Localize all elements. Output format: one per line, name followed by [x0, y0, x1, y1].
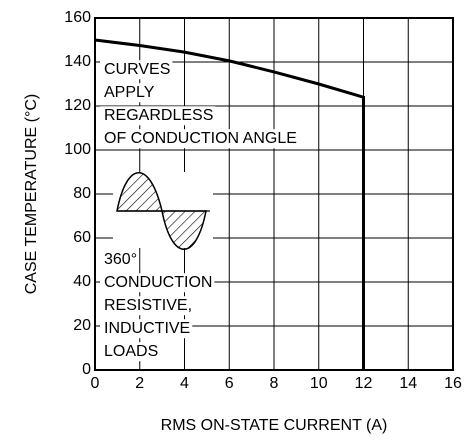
- annotations: CURVES APPLY REGARDLESS OF CONDUCTION ANGLE…: [100, 60, 299, 362]
- y-tick-label: 100: [64, 141, 91, 158]
- x-tick-label: 6: [225, 375, 234, 392]
- annotation: CURVES: [104, 61, 170, 78]
- annotation: RESISTIVE,: [104, 297, 192, 314]
- annotation-background: [100, 319, 193, 339]
- annotation-background: [100, 83, 157, 103]
- annotation-background: [100, 129, 299, 149]
- sine-negative: [161, 210, 207, 250]
- x-tick-label: 10: [310, 375, 328, 392]
- y-tick-label: 120: [64, 97, 91, 114]
- sine-positive: [116, 172, 163, 212]
- x-axis-label: RMS ON-STATE CURRENT (A): [161, 417, 388, 434]
- x-tick-label: 12: [355, 375, 373, 392]
- annotation: CONDUCTION: [104, 274, 212, 291]
- annotation-background: [100, 106, 216, 126]
- x-tick-label: 14: [399, 375, 417, 392]
- y-tick-label: 0: [82, 361, 91, 378]
- y-tick-label: 20: [73, 317, 91, 334]
- curve: [94, 38, 365, 370]
- annotation: INDUCTIVE: [104, 320, 190, 337]
- annotation: REGARDLESS: [104, 107, 213, 124]
- annotation-background: [100, 342, 161, 362]
- annotation-background: [100, 250, 140, 270]
- data: [94, 38, 365, 370]
- annotation: 360°: [104, 251, 137, 268]
- y-tick-label: 60: [73, 229, 91, 246]
- y-tick-label: 40: [73, 273, 91, 290]
- y-tick-label: 140: [64, 53, 91, 70]
- x-tick-label: 16: [444, 375, 462, 392]
- annotation-background: [100, 273, 215, 293]
- annotation-background: [100, 296, 195, 316]
- x-tick-label: 4: [180, 375, 189, 392]
- annotation: OF CONDUCTION ANGLE: [104, 130, 297, 147]
- y-axis-label: CASE TEMPERATURE (°C): [23, 94, 40, 295]
- sine-icon: [113, 172, 213, 250]
- x-tick-label: 8: [270, 375, 279, 392]
- y-tick-label: 160: [64, 9, 91, 26]
- annotation: LOADS: [104, 343, 158, 360]
- annotation-background: [100, 60, 173, 80]
- x-tick-label: 2: [135, 375, 144, 392]
- x-tick-label: 0: [91, 375, 100, 392]
- y-tick-label: 80: [73, 185, 91, 202]
- annotation: APPLY: [104, 84, 155, 101]
- plot-frame: [94, 17, 454, 371]
